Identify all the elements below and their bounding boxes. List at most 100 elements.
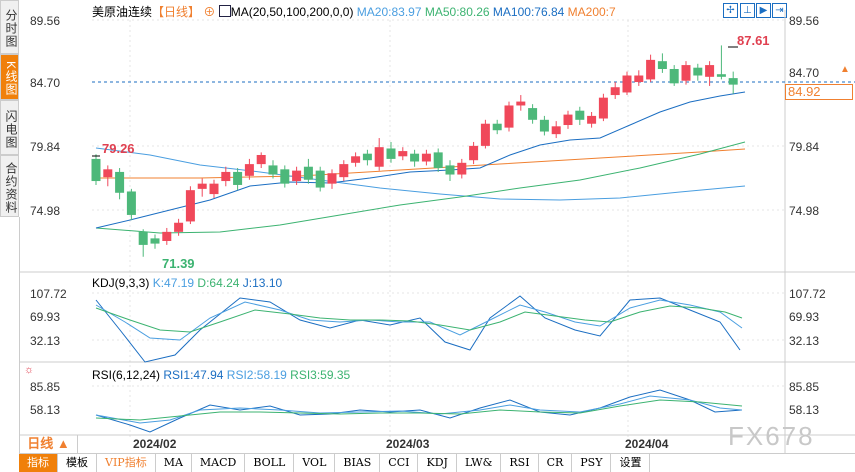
candle xyxy=(469,145,479,161)
tab-lwr[interactable]: LW& xyxy=(457,454,502,472)
price-tick: 89.56 xyxy=(30,14,61,28)
tab-boll[interactable]: BOLL xyxy=(245,454,295,472)
candle xyxy=(539,119,549,132)
exit-icon[interactable]: ⇥ xyxy=(772,3,787,18)
kdj-j-line xyxy=(95,295,741,363)
add-indicator-icon[interactable]: ⊕ xyxy=(200,5,219,19)
low-label: 71.39 xyxy=(162,256,195,271)
rsi-tick: 58.13 xyxy=(30,403,61,417)
candle xyxy=(693,67,703,76)
rsi3-line xyxy=(95,399,743,421)
chart-header: 美原油连续【日线】 ⊕ MA(20,50,100,200,0,0) MA20:8… xyxy=(92,3,616,20)
tab-bias[interactable]: BIAS xyxy=(335,454,381,472)
settings-sun-icon[interactable]: ☼ xyxy=(24,364,35,376)
rsi-header: RSI(6,12,24) RSI1:47.94 RSI2:58.19 RSI3:… xyxy=(92,368,351,382)
candle xyxy=(244,164,254,176)
candle xyxy=(91,158,101,182)
ma50-value: MA50:80.26 xyxy=(424,5,490,19)
rsi-tick-right: 85.85 xyxy=(789,380,820,394)
candle xyxy=(445,165,455,175)
crosshair-icon[interactable]: ✢ xyxy=(723,3,738,18)
candle xyxy=(386,148,396,159)
tab-flash-chart[interactable]: 闪电图 xyxy=(0,100,19,155)
kdj-tick-right: 107.72 xyxy=(789,287,826,301)
price-tick-right: 84.70 xyxy=(789,66,820,80)
instrument-name: 美原油连续 xyxy=(92,5,153,19)
candle xyxy=(115,171,125,193)
tab-settings[interactable]: 设置 xyxy=(611,454,651,472)
kdj-tick-right: 69.93 xyxy=(789,310,820,324)
kdj-k-line xyxy=(95,299,743,341)
divider xyxy=(19,217,20,453)
candle xyxy=(162,231,172,241)
kdj-tick: 32.13 xyxy=(30,334,61,348)
tab-vip-indicators[interactable]: VIP指标 xyxy=(97,454,156,472)
kdj-tick-right: 32.13 xyxy=(789,334,820,348)
rsi2-line xyxy=(95,395,743,424)
rsi-tick-right: 58.13 xyxy=(789,403,820,417)
tab-kdj[interactable]: KDJ xyxy=(418,454,457,472)
ma100-line xyxy=(95,147,746,201)
indicator-chart-icon[interactable] xyxy=(218,5,231,17)
candle xyxy=(126,191,136,215)
tab-psy[interactable]: PSY xyxy=(572,454,612,472)
price-tick: 74.98 xyxy=(30,204,61,218)
candle xyxy=(315,170,325,188)
tab-cci[interactable]: CCI xyxy=(380,454,419,472)
candle xyxy=(563,114,573,126)
fit-left-icon[interactable]: ⊥ xyxy=(740,3,755,18)
candle xyxy=(209,183,219,195)
tab-contract-info[interactable]: 合约资料 xyxy=(0,155,19,217)
candle xyxy=(292,170,302,182)
tab-cr[interactable]: CR xyxy=(539,454,573,472)
kdj-tick: 69.93 xyxy=(30,310,61,324)
candle xyxy=(634,75,644,83)
tab-ma[interactable]: MA xyxy=(156,454,192,472)
indicator-name[interactable]: MA(20,50,100,200,0,0) xyxy=(230,5,354,19)
candle xyxy=(457,162,467,175)
candle xyxy=(221,171,231,182)
candle xyxy=(598,97,608,119)
price-tick: 84.70 xyxy=(30,76,61,90)
tab-templates[interactable]: 模板 xyxy=(58,454,97,472)
ma100-value: MA100:76.84 xyxy=(492,5,565,19)
tab-rsi[interactable]: RSI xyxy=(501,454,539,472)
ma200-value: MA200:7 xyxy=(567,5,616,19)
tab-macd[interactable]: MACD xyxy=(192,454,246,472)
watermark-logo: FX678 xyxy=(728,421,815,451)
high-label: 87.61 xyxy=(737,33,770,48)
price-tick: 79.84 xyxy=(30,140,61,154)
tab-time-chart[interactable]: 分时图 xyxy=(0,0,19,54)
left-high-label: 79.26 xyxy=(102,141,135,156)
period-selector[interactable]: 日线 ▲ xyxy=(20,435,78,453)
candle xyxy=(280,169,290,184)
candle xyxy=(150,238,160,244)
current-price-label: 84.92 xyxy=(785,84,853,100)
play-icon[interactable]: ▶ xyxy=(756,3,771,18)
indicator-tab-bar: 指标 模板 VIP指标 MA MACD BOLL VOL BIAS CCI KD… xyxy=(19,453,855,472)
candle xyxy=(103,169,113,178)
candle xyxy=(138,231,148,245)
tab-indicators[interactable]: 指标 xyxy=(19,454,58,472)
candle xyxy=(174,222,184,232)
candle xyxy=(233,171,243,185)
candle xyxy=(362,153,372,161)
candle xyxy=(433,152,443,169)
candle xyxy=(610,87,620,96)
scroll-up-icon[interactable]: ▲ xyxy=(840,64,850,75)
candle xyxy=(622,75,632,93)
rsi1-line xyxy=(95,389,743,433)
candle xyxy=(268,165,278,175)
price-tick-right: 89.56 xyxy=(789,14,820,28)
date-tick: 2024/02 xyxy=(133,437,177,451)
tab-kline[interactable]: K线图 xyxy=(0,54,19,100)
candle xyxy=(669,68,679,84)
candle xyxy=(657,61,667,69)
candle xyxy=(516,101,526,106)
candle xyxy=(421,153,431,162)
tab-vol[interactable]: VOL xyxy=(294,454,336,472)
candle xyxy=(256,154,266,165)
candle xyxy=(410,153,420,162)
period-label: 【日线】 xyxy=(152,5,201,19)
